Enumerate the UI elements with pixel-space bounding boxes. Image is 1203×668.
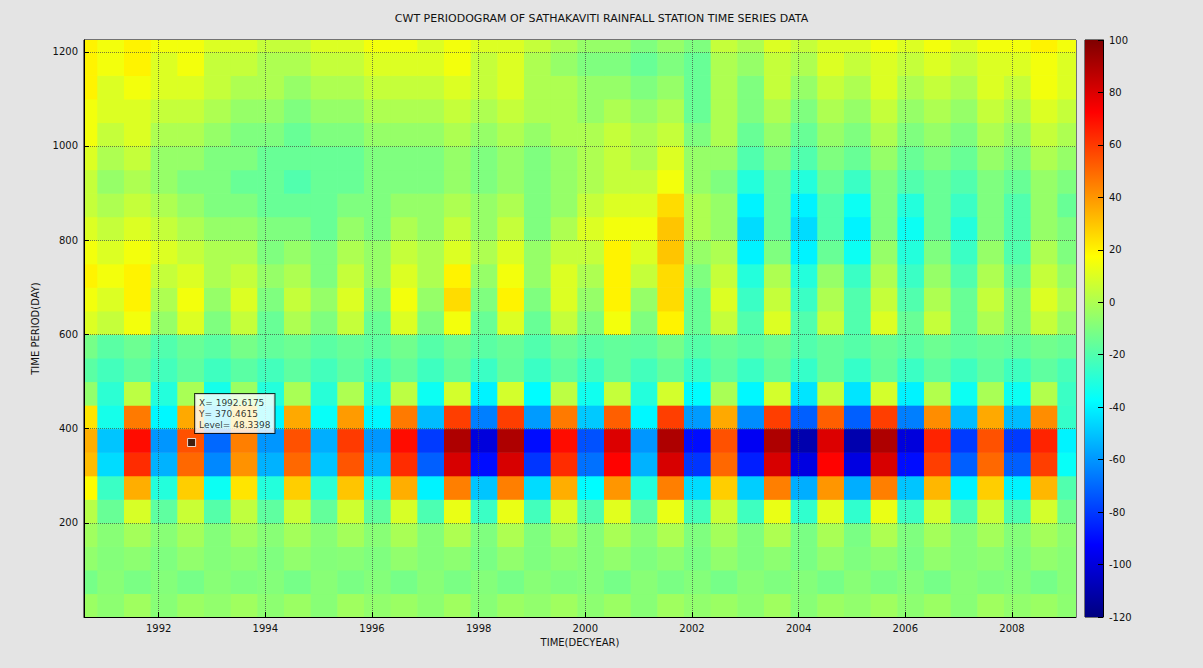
svg-text:600: 600	[59, 329, 78, 340]
svg-text:Level= 48.3398: Level= 48.3398	[199, 420, 271, 430]
svg-text:1994: 1994	[253, 623, 278, 634]
svg-text:100: 100	[1109, 35, 1128, 46]
svg-text:1992: 1992	[146, 623, 171, 634]
svg-text:-100: -100	[1109, 559, 1132, 570]
svg-text:400: 400	[59, 423, 78, 434]
svg-text:TIME(DECYEAR): TIME(DECYEAR)	[540, 637, 620, 648]
svg-text:80: 80	[1109, 87, 1122, 98]
svg-text:TIME PERIOD(DAY): TIME PERIOD(DAY)	[30, 282, 41, 376]
svg-text:-80: -80	[1109, 507, 1125, 518]
svg-text:-120: -120	[1109, 612, 1132, 623]
svg-text:2008: 2008	[999, 623, 1024, 634]
svg-text:1998: 1998	[466, 623, 491, 634]
svg-text:20: 20	[1109, 244, 1122, 255]
svg-text:2000: 2000	[573, 623, 598, 634]
svg-text:40: 40	[1109, 192, 1122, 203]
svg-text:X= 1992.6175: X= 1992.6175	[199, 398, 264, 408]
svg-text:800: 800	[59, 235, 78, 246]
svg-text:1000: 1000	[53, 140, 78, 151]
svg-text:-40: -40	[1109, 402, 1125, 413]
svg-text:2006: 2006	[893, 623, 918, 634]
svg-text:2002: 2002	[679, 623, 704, 634]
svg-text:0: 0	[1109, 297, 1115, 308]
svg-text:2004: 2004	[786, 623, 811, 634]
svg-text:CWT PERIODOGRAM OF SATHAKAVITI: CWT PERIODOGRAM OF SATHAKAVITI RAINFALL …	[395, 12, 809, 25]
svg-text:Y= 370.4615: Y= 370.4615	[198, 409, 258, 419]
svg-text:1996: 1996	[359, 623, 384, 634]
svg-text:60: 60	[1109, 139, 1122, 150]
svg-text:-20: -20	[1109, 349, 1125, 360]
svg-text:200: 200	[59, 517, 78, 528]
svg-text:1200: 1200	[53, 46, 78, 57]
svg-text:-60: -60	[1109, 454, 1125, 465]
